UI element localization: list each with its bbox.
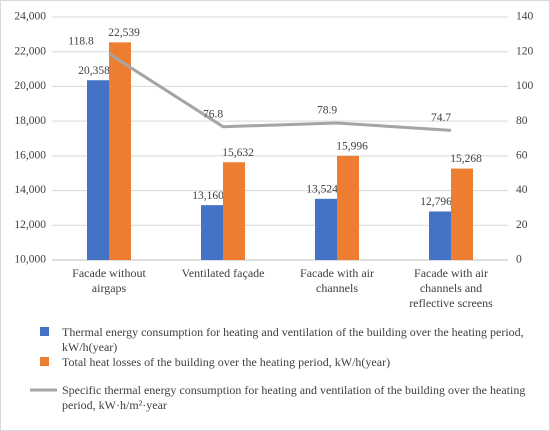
legend-label: Specific thermal energy consumption for … bbox=[62, 383, 526, 412]
y2-tick-label: 80 bbox=[516, 115, 528, 127]
line-value-label: 74.7 bbox=[431, 112, 451, 124]
line-value-label: 118.8 bbox=[68, 35, 94, 47]
line-value-label: 76.8 bbox=[203, 108, 223, 120]
bar-value-label: 15,632 bbox=[222, 147, 254, 159]
bar bbox=[87, 80, 109, 260]
bar bbox=[315, 198, 337, 260]
y-tick-label: 24,000 bbox=[14, 11, 46, 23]
bar bbox=[223, 162, 245, 260]
legend-swatch bbox=[40, 357, 49, 366]
line-series bbox=[108, 52, 452, 132]
y-tick-label: 10,000 bbox=[14, 254, 46, 266]
x-tick-label: Ventilated façade bbox=[181, 266, 265, 280]
bar-value-label: 13,524 bbox=[306, 183, 338, 195]
y-tick-label: 22,000 bbox=[14, 45, 46, 57]
y2-tick-label: 0 bbox=[516, 254, 522, 266]
y2-tick-label: 40 bbox=[516, 184, 528, 196]
bar-value-label: 22,539 bbox=[108, 27, 140, 39]
y2-tick-label: 60 bbox=[516, 149, 528, 161]
y-tick-label: 16,000 bbox=[14, 149, 46, 161]
x-tick-label: Facade without airgaps bbox=[72, 266, 146, 295]
bar-value-label: 13,160 bbox=[192, 190, 224, 202]
legend-label: Total heat losses of the building over t… bbox=[62, 355, 391, 369]
line-value-label: 78.9 bbox=[317, 105, 337, 117]
bar bbox=[201, 205, 223, 260]
x-tick-label: Facade with air channels and reflective … bbox=[409, 266, 493, 310]
y-tick-label: 20,000 bbox=[14, 80, 46, 92]
bar-value-label: 12,796 bbox=[420, 196, 452, 208]
y-tick-label: 14,000 bbox=[14, 184, 46, 196]
legend-label: Thermal energy consumption for heating a… bbox=[62, 325, 524, 354]
y2-tick-label: 120 bbox=[516, 45, 534, 57]
bar-value-label: 15,996 bbox=[336, 141, 368, 153]
y-tick-label: 12,000 bbox=[14, 219, 46, 231]
bar bbox=[429, 211, 451, 260]
bar-value-label: 20,358 bbox=[78, 65, 110, 77]
bar bbox=[337, 155, 359, 260]
bar-value-label: 15,268 bbox=[450, 153, 482, 165]
y2-tick-label: 100 bbox=[516, 80, 534, 92]
y-tick-label: 18,000 bbox=[14, 115, 46, 127]
y2-tick-label: 140 bbox=[516, 11, 534, 23]
bar bbox=[451, 168, 473, 260]
x-tick-label: Facade with air channels bbox=[300, 266, 374, 295]
y2-tick-label: 20 bbox=[516, 219, 528, 231]
bar bbox=[109, 42, 131, 260]
legend-swatch bbox=[40, 327, 49, 336]
